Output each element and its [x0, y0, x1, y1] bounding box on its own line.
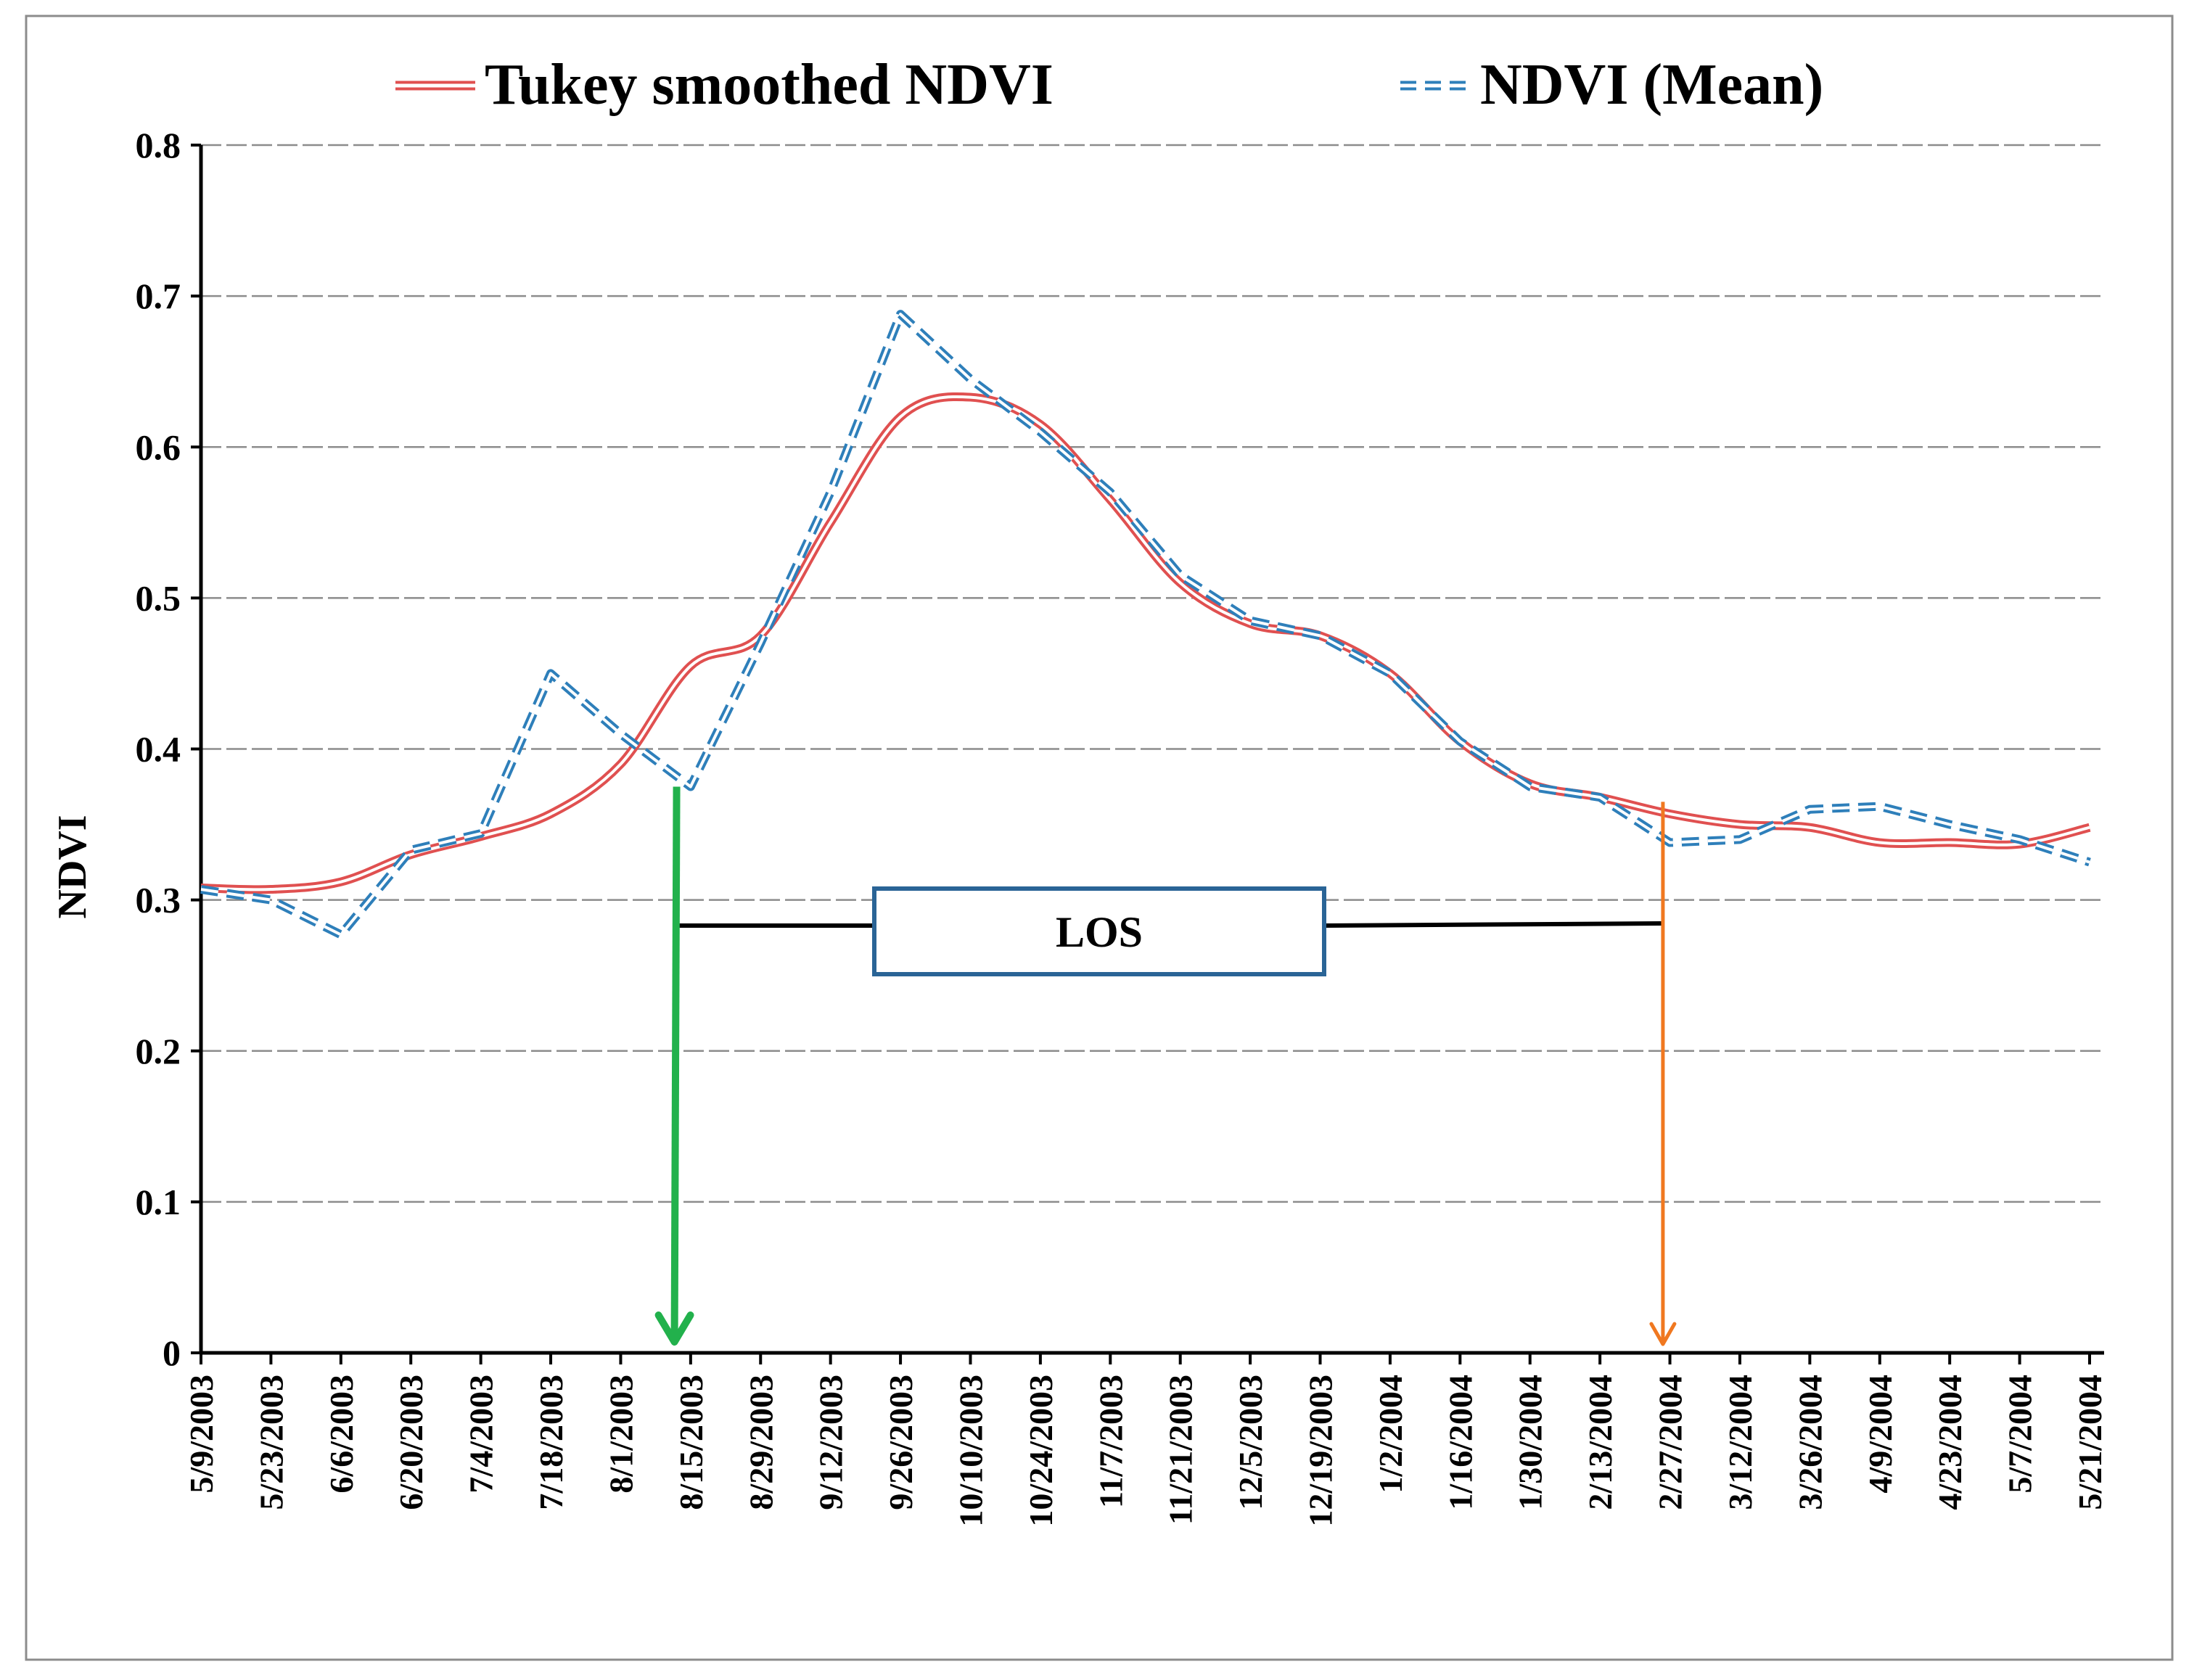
x-tick-label: 7/4/2003	[463, 1375, 500, 1494]
x-tick-label: 10/10/2003	[952, 1375, 989, 1527]
x-tick-label: 12/5/2003	[1232, 1375, 1269, 1510]
x-tick-label: 5/9/2003	[183, 1375, 220, 1494]
x-tick-label: 2/13/2004	[1582, 1375, 1619, 1510]
x-tick-label: 11/7/2003	[1092, 1375, 1129, 1508]
y-tick-label: 0.1	[136, 1182, 181, 1222]
y-tick-label: 0.4	[136, 729, 181, 770]
los-label: LOS	[1056, 908, 1143, 956]
x-tick-label: 8/15/2003	[673, 1375, 710, 1510]
sos-arrow-line	[670, 786, 681, 1339]
series-lines	[200, 310, 2091, 939]
y-axis-title: NDVI	[50, 815, 95, 918]
annotations	[654, 786, 1677, 1346]
x-tick-label: 9/12/2003	[813, 1375, 850, 1510]
y-tick-label: 0	[163, 1333, 181, 1373]
legend: Tukey smoothed NDVI NDVI (Mean)	[395, 53, 1823, 117]
los-line-right	[1323, 921, 1663, 928]
x-tick-label: 4/9/2004	[1862, 1375, 1899, 1494]
legend-label-tukey: Tukey smoothed NDVI	[485, 53, 1054, 117]
gridlines	[201, 144, 2104, 1203]
y-tick-label: 0.7	[136, 276, 181, 316]
x-tick-label: 1/16/2004	[1442, 1375, 1479, 1510]
chart-frame	[25, 15, 2174, 1661]
x-tick-label: 7/18/2003	[533, 1375, 570, 1510]
x-tick-label: 12/19/2003	[1302, 1375, 1339, 1527]
x-tick-label: 8/1/2003	[602, 1375, 639, 1494]
series-tukey-line-inner	[200, 395, 2090, 892]
legend-label-mean: NDVI (Mean)	[1480, 53, 1823, 117]
y-tick-label: 0.8	[136, 125, 181, 165]
y-tick-label: 0.5	[136, 577, 181, 618]
y-tick-label: 0.3	[136, 880, 181, 921]
y-tick-label: 0.6	[136, 427, 181, 467]
x-tick-label: 5/23/2003	[252, 1375, 289, 1510]
x-tick-label: 3/26/2004	[1791, 1375, 1828, 1510]
x-tick-label: 1/2/2004	[1372, 1375, 1409, 1494]
x-tick-label: 8/29/2003	[742, 1375, 779, 1510]
x-tick-label: 10/24/2003	[1022, 1375, 1059, 1527]
y-tick-label: 0.2	[136, 1031, 181, 1071]
x-tick-label: 9/26/2003	[882, 1375, 919, 1510]
x-tick-label: 6/6/2003	[323, 1375, 360, 1494]
los-box: LOS	[872, 886, 1326, 976]
x-tick-label: 5/21/2004	[2071, 1375, 2108, 1510]
x-tick-label: 2/27/2004	[1652, 1375, 1689, 1510]
legend-item-mean: NDVI (Mean)	[1400, 53, 1823, 117]
x-tick-label: 3/12/2004	[1722, 1375, 1759, 1510]
los-box-rect	[872, 886, 1326, 976]
x-tick-label: 11/21/2003	[1162, 1375, 1199, 1525]
sos-arrow-head	[654, 1312, 694, 1346]
x-tick-label: 1/30/2004	[1512, 1375, 1549, 1510]
eos-arrow-head	[1649, 1322, 1677, 1346]
x-tick-label: 5/7/2004	[2002, 1375, 2039, 1494]
legend-item-tukey: Tukey smoothed NDVI	[395, 53, 1054, 117]
x-tick-label: 4/23/2004	[1931, 1375, 1968, 1510]
x-tick-label: 6/20/2003	[393, 1375, 430, 1510]
axes: 0 0.1 0.2 0.3 0.4 0.5 0.6 0.7 0.8 5/9/2003 5/23/20…	[136, 125, 2109, 1527]
